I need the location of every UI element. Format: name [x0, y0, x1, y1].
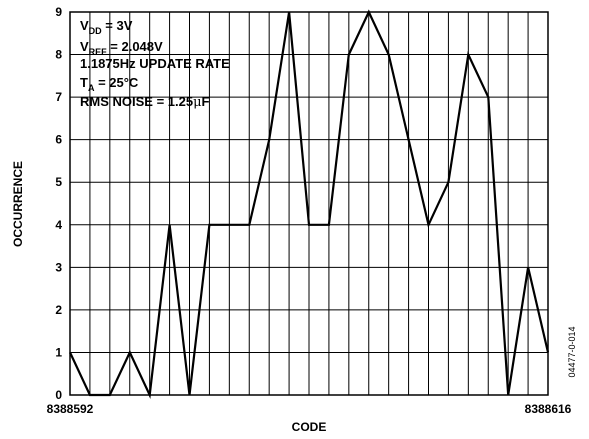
y-tick-label: 6 [55, 133, 62, 147]
y-tick-label: 0 [55, 388, 62, 402]
y-tick-label: 7 [55, 90, 62, 104]
y-tick-label: 8 [55, 48, 62, 62]
x-tick-label-end: 8388616 [525, 402, 572, 416]
y-axis-title: OCCURRENCE [11, 161, 25, 247]
y-tick-label: 5 [55, 175, 62, 189]
annotation-vdd: VDD = 3V [80, 18, 133, 36]
y-tick-label: 9 [55, 5, 62, 19]
y-tick-label: 1 [55, 345, 62, 359]
figure-id: 04477-0-014 [567, 326, 577, 377]
x-tick-label-start: 8388592 [47, 402, 94, 416]
annotation-rms-noise: RMS NOISE = 1.25μF [80, 94, 210, 110]
y-tick-label: 3 [55, 260, 62, 274]
annotation-vref: VREF = 2.048V [80, 39, 163, 57]
y-tick-label: 4 [55, 218, 62, 232]
grid [70, 12, 548, 395]
y-tick-label: 2 [55, 303, 62, 317]
annotation-update-rate: 1.1875Hz UPDATE RATE [80, 56, 230, 71]
y-tick-labels: 0 1 2 3 4 5 6 7 8 9 [55, 5, 62, 402]
x-axis-title: CODE [292, 420, 327, 434]
annotation-temperature: TA = 25°C [80, 75, 139, 93]
plot-frame [69, 11, 549, 396]
